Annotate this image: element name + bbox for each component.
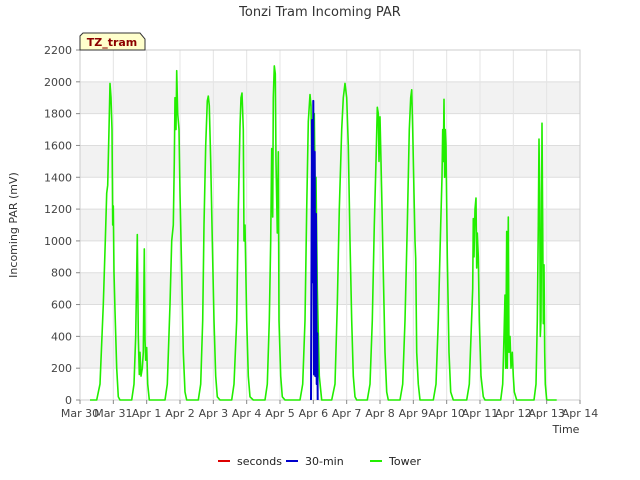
series-line-30-min [310,99,319,401]
y-tick-label: 1400 [44,171,72,184]
y-tick-label: 1000 [44,235,72,248]
x-tick-label: Apr 12 [495,407,532,420]
background-bands [80,81,580,369]
grid-band [80,209,580,241]
legend-label: 30-min [305,455,344,468]
x-tick-label: Mar 31 [94,407,132,420]
x-tick-label: Apr 9 [399,407,429,420]
grid-band [80,145,580,178]
x-tick-label: Apr 5 [265,407,295,420]
x-tick-label: Apr 10 [428,407,465,420]
y-tick-label: 400 [51,330,72,343]
legend-item: seconds [218,455,282,468]
y-tick-label: 200 [51,362,72,375]
series-layer [90,65,557,401]
y-tick-label: 1200 [44,203,72,216]
legend-item: 30-min [286,455,344,468]
x-tick-label: Apr 11 [462,407,499,420]
x-tick-label: Apr 6 [299,407,329,420]
y-tick-label: 800 [51,267,72,280]
y-tick-label: 2000 [44,76,72,89]
x-tick-label: Apr 8 [365,407,395,420]
x-tick-label: Apr 1 [132,407,162,420]
y-tick-label: 1600 [44,139,72,152]
x-tick-label: Apr 2 [165,407,195,420]
x-axis-title: Time [552,423,580,436]
legend-label: seconds [237,455,282,468]
badge-label: TZ_tram [87,36,138,49]
chart-title: Tonzi Tram Incoming PAR [238,5,401,20]
y-tick-label: 0 [65,394,72,407]
legend: seconds 30-min Tower [218,455,421,468]
x-tick-label: Apr 7 [332,407,362,420]
x-tick-label: Apr 4 [232,407,262,420]
legend-item: Tower [370,455,421,468]
y-tick-label: 2200 [44,44,72,57]
grid-band [80,272,580,305]
grid-band [80,81,580,114]
badge-shape [79,32,146,51]
grid-band [80,336,580,369]
x-tick-label: Apr 14 [562,407,599,420]
x-tick-label: Mar 30 [61,407,99,420]
y-axis-title: Incoming PAR (mV) [7,172,20,278]
x-tick-label: Apr 13 [528,407,565,420]
y-tick-label: 1800 [44,108,72,121]
legend-label: Tower [388,455,421,468]
y-tick-label: 600 [51,299,72,312]
site-badge: TZ_tram [79,32,146,51]
x-tick-label: Apr 3 [199,407,229,420]
y-axis-ticks: 0 200 400 600 800 1000 1200 1400 1600 1800 2000 220… [44,44,80,407]
